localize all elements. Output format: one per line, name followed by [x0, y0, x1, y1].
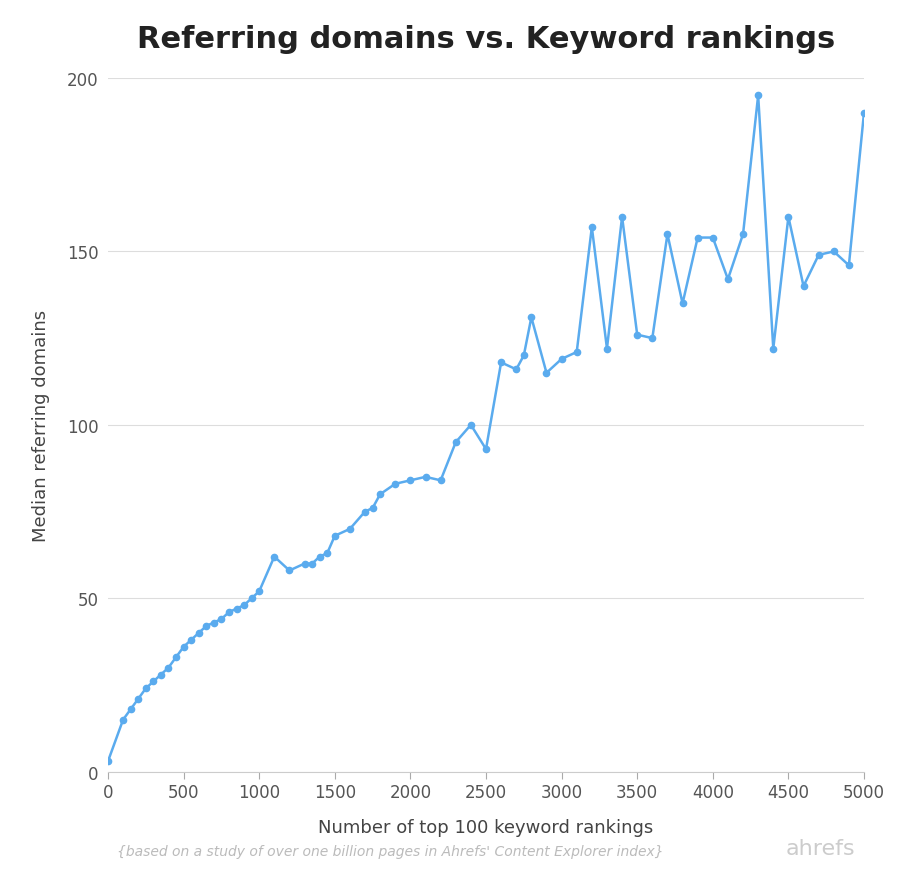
X-axis label: Number of top 100 keyword rankings: Number of top 100 keyword rankings	[319, 818, 653, 836]
Title: Referring domains vs. Keyword rankings: Referring domains vs. Keyword rankings	[137, 25, 835, 54]
Text: ahrefs: ahrefs	[786, 838, 855, 858]
Text: {based on a study of over one billion pages in Ahrefs' Content Explorer index}: {based on a study of over one billion pa…	[117, 844, 663, 858]
Y-axis label: Median referring domains: Median referring domains	[32, 310, 50, 541]
